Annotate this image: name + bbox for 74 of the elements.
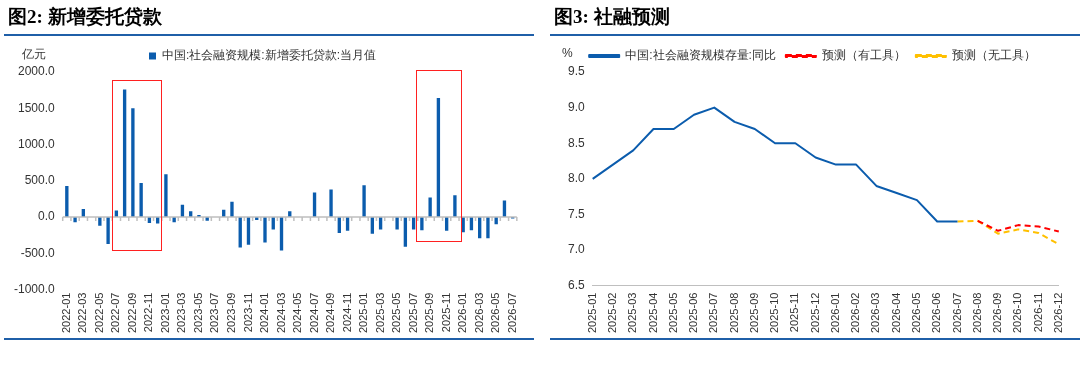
x-tick-label: 2025-09 bbox=[423, 292, 436, 334]
x-tick-label: 2026-11 bbox=[1031, 292, 1044, 333]
y-tick-label: 500.0 bbox=[24, 173, 56, 188]
x-tick-label: 2026-03 bbox=[869, 292, 882, 334]
y-tick-label: 9.5 bbox=[567, 64, 585, 79]
x-tick-label: 2025-08 bbox=[727, 292, 740, 334]
y-tick-label: 9.0 bbox=[567, 99, 585, 114]
x-tick-label: 2023-01 bbox=[158, 292, 171, 334]
x-tick-label: 2024-11 bbox=[340, 292, 353, 333]
y-axis-title: 亿元 bbox=[22, 46, 46, 63]
chart-title: 图3: 社融预测 bbox=[554, 5, 670, 29]
y-tick-label: 1000.0 bbox=[18, 136, 56, 151]
x-tick-label: 2025-04 bbox=[646, 292, 659, 334]
x-tick-label: 2026-05 bbox=[489, 292, 502, 334]
x-tick-label: 2024-05 bbox=[291, 292, 304, 334]
x-tick-label: 2025-03 bbox=[373, 292, 386, 334]
y-tick-label: 7.5 bbox=[567, 206, 585, 221]
x-tick-label: 2026-08 bbox=[970, 292, 983, 334]
x-tick-label: 2025-01 bbox=[585, 292, 598, 334]
y-tick-label: 2000.0 bbox=[18, 64, 56, 79]
x-tick-label: 2026-06 bbox=[930, 292, 943, 334]
x-tick-label: 2025-05 bbox=[390, 292, 403, 334]
legend-label: 中国:社会融资规模存量:同比 bbox=[625, 48, 776, 63]
legend-label: 预测（无工具） bbox=[951, 48, 1036, 63]
x-tick-label: 2022-09 bbox=[125, 292, 138, 334]
y-axis-title: % bbox=[562, 46, 573, 60]
x-tick-label: 2025-06 bbox=[687, 292, 700, 334]
x-tick-label: 2026-05 bbox=[909, 292, 922, 334]
x-tick-label: 2026-03 bbox=[472, 292, 485, 334]
x-tick-label: 2026-07 bbox=[950, 292, 963, 334]
x-tick-label: 2025-12 bbox=[808, 292, 821, 334]
x-tick-label: 2023-09 bbox=[225, 292, 237, 334]
x-tick-label: 2025-07 bbox=[406, 292, 419, 334]
x-tick-label: 2025-11 bbox=[439, 292, 452, 333]
y-tick-label: -1000.0 bbox=[14, 281, 56, 296]
x-tick-label: 2022-01 bbox=[59, 292, 72, 334]
x-tick-label: 2026-01 bbox=[456, 292, 469, 334]
x-tick-label: 2022-11 bbox=[142, 292, 155, 333]
x-tick-label: 2025-10 bbox=[768, 292, 781, 334]
y-tick-label: -500.0 bbox=[20, 245, 56, 260]
x-tick-label: 2023-03 bbox=[175, 292, 188, 334]
chart-title: 图2: 新增委托贷款 bbox=[8, 5, 162, 29]
x-tick-label: 2026-01 bbox=[828, 292, 841, 334]
x-tick-label: 2022-05 bbox=[92, 292, 105, 334]
x-tick-label: 2024-03 bbox=[274, 292, 287, 334]
legend-label: 中国:社会融资规模:新增委托贷款:当月值 bbox=[162, 48, 377, 63]
legend-label: 预测（有工具） bbox=[821, 48, 906, 63]
y-tick-label: 6.5 bbox=[567, 277, 585, 292]
x-tick-label: 2022-03 bbox=[76, 292, 89, 334]
y-tick-label: 1500.0 bbox=[18, 100, 56, 115]
x-tick-label: 2026-09 bbox=[991, 292, 1004, 334]
x-tick-label: 2023-11 bbox=[241, 292, 254, 333]
x-tick-label: 2026-10 bbox=[1011, 292, 1024, 334]
x-tick-label: 2025-07 bbox=[707, 292, 720, 334]
x-tick-label: 2023-07 bbox=[208, 292, 221, 334]
x-tick-label: 2026-12 bbox=[1051, 292, 1064, 334]
x-tick-label: 2025-11 bbox=[788, 292, 801, 333]
x-tick-label: 2024-07 bbox=[307, 292, 320, 334]
x-tick-label: 2025-09 bbox=[747, 292, 760, 334]
x-tick-label: 2026-07 bbox=[505, 292, 518, 334]
y-tick-label: 8.0 bbox=[567, 171, 585, 186]
x-tick-label: 2023-05 bbox=[191, 292, 204, 334]
x-tick-label: 2024-09 bbox=[324, 292, 337, 334]
y-tick-label: 7.0 bbox=[567, 242, 585, 257]
y-tick-label: 8.5 bbox=[567, 135, 585, 150]
x-tick-label: 2025-03 bbox=[626, 292, 639, 334]
x-tick-label: 2025-01 bbox=[357, 292, 370, 334]
x-tick-label: 2025-02 bbox=[605, 292, 618, 334]
y-tick-label: 0.0 bbox=[38, 209, 56, 224]
x-tick-label: 2022-07 bbox=[109, 292, 122, 334]
x-tick-label: 2025-05 bbox=[666, 292, 679, 334]
x-tick-label: 2026-02 bbox=[849, 292, 862, 334]
x-tick-label: 2026-04 bbox=[889, 292, 902, 334]
x-tick-label: 2024-01 bbox=[258, 292, 271, 334]
